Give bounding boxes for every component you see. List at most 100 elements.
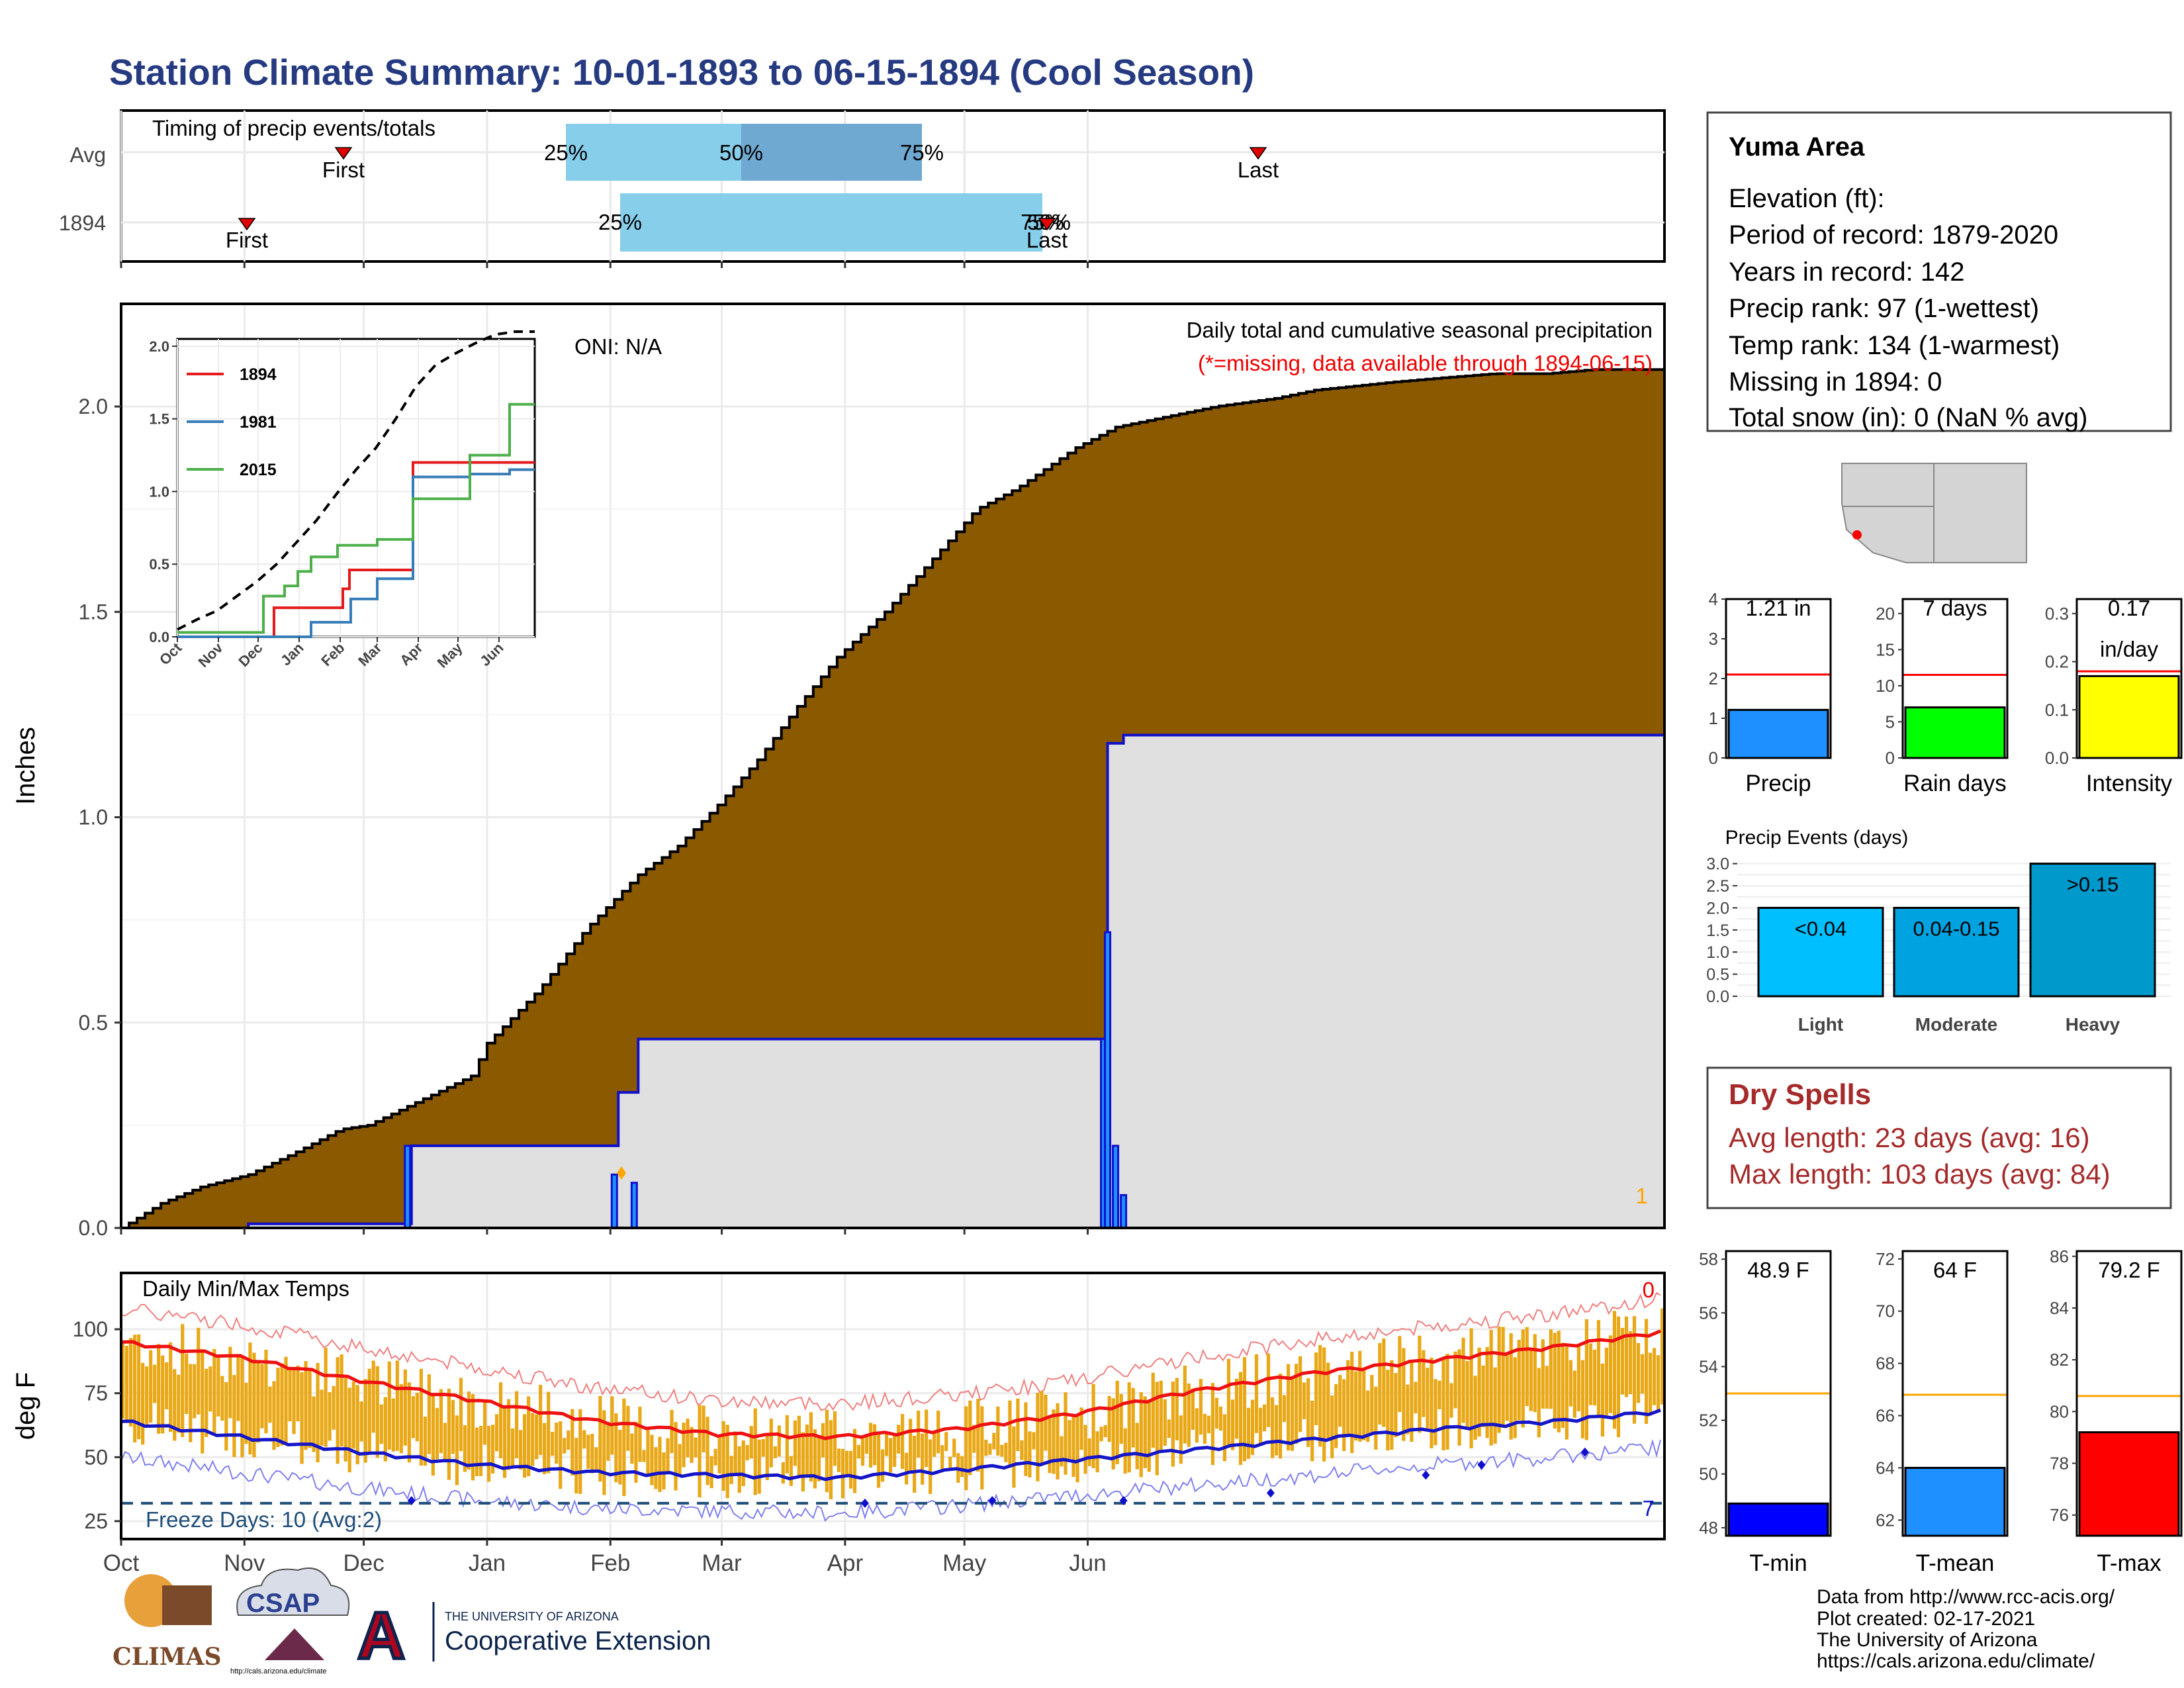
season-temp-y-tick-label: 58 <box>1699 1249 1718 1269</box>
temp-bar <box>336 1357 340 1464</box>
temp-bar <box>805 1424 809 1476</box>
temp-bar <box>1406 1384 1410 1434</box>
station-line: Temp rank: 134 (1-warmest) <box>1729 331 2060 360</box>
temp-bar <box>212 1348 216 1436</box>
daily-temp-bars <box>121 1308 1664 1500</box>
main-ylabel: Inches <box>11 727 40 805</box>
temp-bar <box>482 1399 487 1445</box>
temp-bar <box>917 1410 921 1458</box>
temp-bar <box>929 1439 933 1494</box>
temp-bar <box>634 1421 638 1483</box>
temp-bar <box>909 1419 913 1474</box>
temp-bar <box>948 1456 952 1468</box>
temp-bar <box>1048 1416 1052 1474</box>
temp-bar <box>992 1432 996 1450</box>
temp-bar <box>1354 1371 1358 1441</box>
temp-bar <box>177 1374 181 1433</box>
season-y-tick-label: 10 <box>1876 676 1895 696</box>
temp-bar <box>1230 1399 1235 1450</box>
season-temp-panel-t-max: 76 78 80 82 84 86 79.2 F T-max <box>2050 1246 2183 1576</box>
temp-bar <box>455 1415 459 1485</box>
ua-small-text: THE UNIVERSITY OF ARIZONA <box>445 1610 619 1623</box>
temp-bar <box>1199 1379 1203 1435</box>
temp-bar <box>1580 1360 1584 1438</box>
temp-bar <box>459 1378 463 1452</box>
season-temp-panel-t-min: 48 50 52 54 56 58 48.9 F T-min <box>1699 1249 1832 1576</box>
daily-precip-bar <box>404 1145 412 1229</box>
temp-bar <box>702 1405 705 1453</box>
temp-bar <box>1179 1415 1183 1464</box>
temp-bar <box>1226 1358 1231 1446</box>
temp-bar <box>563 1438 567 1454</box>
season-y-tick-label: 15 <box>1876 639 1895 659</box>
temp-x-axis: Oct Nov Dec Jan Feb Mar Apr May Jun <box>103 1539 1107 1576</box>
season-temp-label: T-max <box>2097 1550 2161 1576</box>
record-high-line <box>120 1291 1661 1411</box>
temp-bar <box>1576 1344 1580 1411</box>
temp-bar <box>1040 1391 1044 1465</box>
season-temp-y-tick-label: 70 <box>1876 1301 1895 1321</box>
climas-logo: CLIMAS <box>113 1574 222 1671</box>
temp-bar <box>340 1354 343 1446</box>
oni-label: ONI: N/A <box>574 334 662 359</box>
temp-bar <box>498 1382 503 1458</box>
temp-bar <box>1437 1380 1441 1410</box>
temp-bar <box>411 1396 415 1438</box>
temp-bar <box>1064 1392 1068 1475</box>
temp-bar <box>721 1421 725 1491</box>
temp-bar <box>797 1415 801 1477</box>
temp-bar <box>618 1429 622 1485</box>
daily-precip-bar <box>1104 931 1112 1229</box>
temp-bar <box>674 1422 678 1491</box>
temp-bar <box>1632 1316 1637 1424</box>
temp-bar <box>1119 1393 1123 1444</box>
dry-spells-avg: Avg length: 23 days (avg: 16) <box>1729 1122 2090 1153</box>
temp-bar <box>789 1456 793 1486</box>
temp-bar <box>1107 1395 1111 1442</box>
temp-bar <box>478 1425 483 1476</box>
temp-bar <box>1151 1372 1155 1448</box>
dry-spells-max: Max length: 103 days (avg: 84) <box>1729 1158 2111 1190</box>
temp-bar <box>502 1407 507 1478</box>
temp-bar <box>1390 1360 1394 1450</box>
month-label: Jan <box>469 1550 506 1576</box>
temp-bar <box>161 1355 165 1434</box>
season-temp-y-tick-label: 48 <box>1699 1518 1718 1538</box>
temp-bar <box>224 1382 228 1451</box>
freeze-point <box>1266 1488 1275 1498</box>
station-info-box: Yuma Area Elevation (ft): Period of reco… <box>1706 111 2172 432</box>
yr-last-label: Last <box>1026 228 1068 252</box>
temp-bar <box>1295 1364 1298 1444</box>
temp-bar <box>320 1389 324 1446</box>
temp-bar <box>1509 1333 1513 1440</box>
temp-bar <box>173 1369 177 1441</box>
temp-bar <box>1414 1382 1418 1414</box>
events-y-tick-label: 2.5 <box>1706 877 1729 896</box>
inset-legend-label: 1894 <box>240 365 277 384</box>
season-bar-frame <box>1901 598 2009 759</box>
temp-bar <box>443 1423 447 1462</box>
inset-series-lines <box>177 402 535 638</box>
temp-bar <box>650 1434 654 1485</box>
temp-bar <box>419 1368 423 1466</box>
temp-bar <box>988 1443 992 1455</box>
month-label: Nov <box>224 1550 265 1576</box>
temp-bar <box>821 1423 825 1458</box>
inset-y-tick-label: 2.0 <box>149 338 169 355</box>
temp-bar <box>1628 1331 1633 1395</box>
season-value-unit: in/day <box>2100 637 2159 661</box>
temp-bar <box>355 1385 359 1465</box>
temp-bar <box>1111 1398 1115 1470</box>
temp-bar <box>1433 1379 1437 1446</box>
avg-first-label: First <box>322 158 365 182</box>
main-y-tick-label: 1.0 <box>79 806 108 829</box>
temp-bar <box>236 1354 240 1421</box>
events-y-tick-label: 1.0 <box>1706 943 1729 962</box>
temp-bar <box>228 1346 232 1419</box>
season-bar-panel-rain-days: 0 5 10 15 20 7 days Rain days <box>1876 596 2009 796</box>
credit-line: The University of Arizona <box>1817 1629 2038 1651</box>
main-label-line2: (*=missing, data available through 1894-… <box>1198 351 1653 375</box>
season-temp-y-tick-label: 68 <box>1876 1354 1895 1374</box>
temp-bar <box>1541 1339 1545 1409</box>
month-label: Apr <box>827 1550 864 1576</box>
